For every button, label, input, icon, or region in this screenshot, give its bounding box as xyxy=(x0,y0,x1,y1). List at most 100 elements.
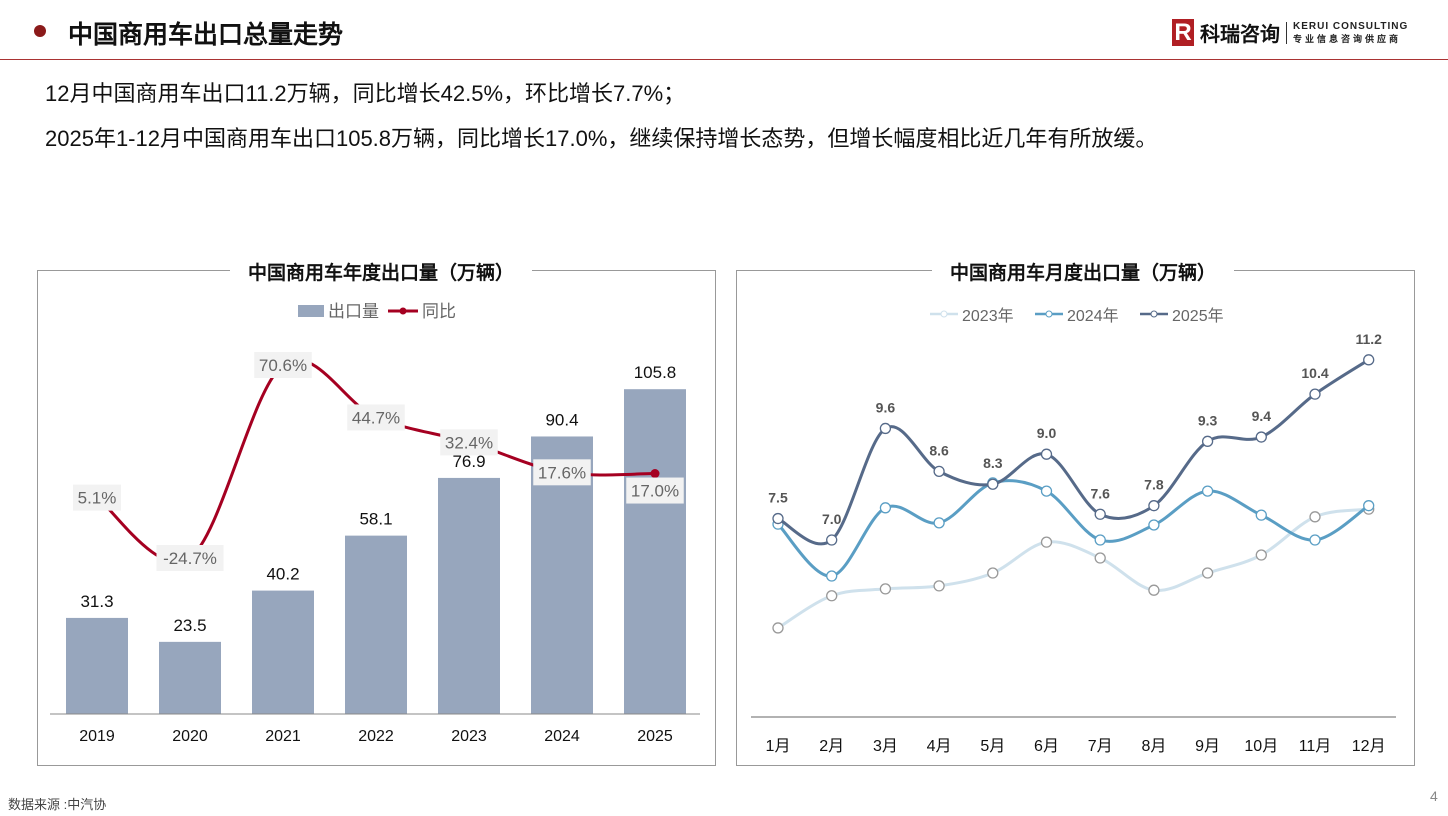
x-tick-label: 9月 xyxy=(1195,738,1220,755)
legend-bar-label: 出口量 xyxy=(328,302,379,321)
bar xyxy=(438,477,500,714)
bar-value-label: 40.2 xyxy=(266,565,299,584)
data-label: 7.5 xyxy=(768,490,788,506)
data-point xyxy=(1255,431,1267,443)
x-tick-label: 3月 xyxy=(873,738,898,755)
data-point xyxy=(826,590,838,602)
bar xyxy=(345,535,407,714)
legend-line-label: 同比 xyxy=(422,302,456,321)
data-label: 10.4 xyxy=(1301,365,1328,381)
data-label: 7.8 xyxy=(1144,477,1164,493)
x-tick-label: 2020 xyxy=(172,728,208,745)
data-point xyxy=(826,570,838,582)
data-point xyxy=(826,534,838,546)
bar xyxy=(66,617,128,714)
x-tick-label: 8月 xyxy=(1141,738,1166,755)
legend-line-marker xyxy=(399,307,407,315)
data-point xyxy=(1309,534,1321,546)
data-label: 11.2 xyxy=(1355,331,1382,347)
data-point xyxy=(772,512,784,525)
data-point xyxy=(1040,485,1053,497)
legend-bar-swatch xyxy=(298,305,324,317)
data-label: 9.4 xyxy=(1252,408,1272,424)
yoy-label: 17.0% xyxy=(631,482,679,501)
x-tick-label: 1月 xyxy=(766,738,791,755)
bar-value-label: 23.5 xyxy=(173,616,206,635)
yoy-label: 17.6% xyxy=(538,463,586,482)
yoy-label-bg xyxy=(533,459,591,486)
data-point xyxy=(1201,567,1214,579)
data-label: 8.3 xyxy=(983,455,1003,471)
x-tick-label: 10月 xyxy=(1244,738,1278,755)
x-tick-label: 12月 xyxy=(1352,738,1386,755)
yoy-point xyxy=(650,469,660,479)
yoy-label-bg xyxy=(440,429,498,456)
yoy-label: -24.7% xyxy=(163,549,217,568)
x-tick-label: 5月 xyxy=(980,738,1005,755)
data-point xyxy=(1148,519,1160,531)
x-tick-label: 6月 xyxy=(1034,738,1059,755)
logo-cn: 科瑞咨询 xyxy=(1200,24,1280,46)
yoy-label-bg xyxy=(626,477,684,504)
legend-marker xyxy=(1150,310,1158,318)
data-label: 9.0 xyxy=(1037,425,1057,441)
x-tick-label: 2021 xyxy=(265,728,301,745)
data-point xyxy=(1094,534,1106,546)
data-label: 8.6 xyxy=(929,442,949,458)
data-point xyxy=(1040,448,1053,460)
legend-label: 2023年 xyxy=(962,307,1014,325)
yoy-label-bg xyxy=(347,404,405,431)
data-point xyxy=(1255,509,1267,521)
x-tick-label: 11月 xyxy=(1299,738,1332,755)
data-point xyxy=(987,478,999,490)
legend-label: 2024年 xyxy=(1067,307,1119,325)
logo-mark-icon: R xyxy=(1172,19,1194,46)
legend-label: 2025年 xyxy=(1172,307,1224,325)
data-point xyxy=(1363,354,1375,366)
data-point xyxy=(1201,485,1214,497)
data-point xyxy=(772,622,784,634)
annual-chart-title: 中国商用车年度出口量（万辆） xyxy=(230,258,533,285)
logo-text: KERUI CONSULTING 专业信息咨询供应商 xyxy=(1293,21,1408,45)
title-bullet xyxy=(34,25,46,37)
bar-value-label: 31.3 xyxy=(80,592,113,611)
legend-marker xyxy=(1045,310,1053,318)
logo-sub: 专业信息咨询供应商 xyxy=(1293,33,1402,44)
company-logo: R 科瑞咨询 KERUI CONSULTING 专业信息咨询供应商 xyxy=(1172,18,1408,47)
bar-value-label: 76.9 xyxy=(452,452,485,471)
yoy-label-bg xyxy=(73,484,121,511)
data-point xyxy=(933,465,945,478)
header-divider xyxy=(0,59,1448,60)
yoy-label-bg xyxy=(156,544,224,571)
data-point xyxy=(1094,552,1106,564)
bar-value-label: 90.4 xyxy=(545,410,578,429)
data-point xyxy=(879,422,892,435)
data-point xyxy=(879,502,892,514)
yoy-label: 44.7% xyxy=(352,408,400,427)
x-tick-label: 4月 xyxy=(927,738,952,755)
data-point xyxy=(1309,388,1321,400)
x-tick-label: 2025 xyxy=(637,728,673,745)
data-point xyxy=(933,517,945,529)
data-point xyxy=(879,583,892,595)
bar-value-label: 58.1 xyxy=(359,510,392,529)
data-label: 9.6 xyxy=(876,399,896,415)
data-point xyxy=(1309,511,1321,523)
yoy-label: 70.6% xyxy=(259,356,307,375)
data-point xyxy=(1148,584,1160,596)
monthly-chart-title: 中国商用车月度出口量（万辆） xyxy=(932,258,1235,285)
yoy-label: 32.4% xyxy=(445,433,493,452)
bar xyxy=(252,590,314,714)
series-line-1 xyxy=(776,479,1370,578)
logo-en: KERUI CONSULTING xyxy=(1293,20,1409,32)
data-point xyxy=(1363,500,1375,512)
yoy-label-bg xyxy=(254,352,312,378)
x-tick-label: 2023 xyxy=(451,728,487,745)
page-number: 4 xyxy=(1430,788,1438,804)
page-title: 中国商用车出口总量走势 xyxy=(68,21,344,49)
x-tick-label: 2022 xyxy=(358,728,394,745)
summary-line-1: 12月中国商用车出口11.2万辆，同比增长42.5%，环比增长7.7%； xyxy=(45,81,686,106)
summary-line-2: 2025年1-12月中国商用车出口105.8万辆，同比增长17.0%，继续保持增… xyxy=(45,126,1158,151)
data-label: 7.6 xyxy=(1090,485,1110,501)
